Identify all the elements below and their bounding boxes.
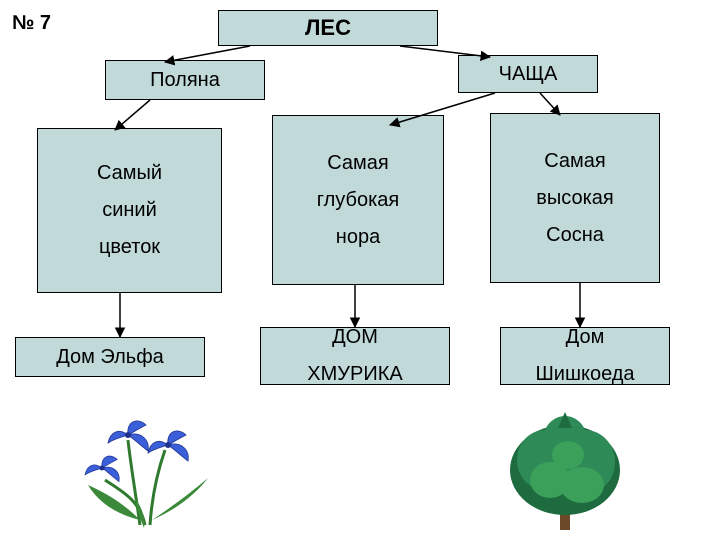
- page-number-label: № 7: [12, 12, 51, 35]
- node-chascha: ЧАЩА: [458, 55, 598, 93]
- node-sosna-line: высокая: [536, 187, 614, 210]
- node-nora: Самая глубокая нора: [272, 115, 444, 285]
- node-sosna: Самая высокая Сосна: [490, 113, 660, 283]
- node-hmurik-line: ХМУРИКА: [307, 363, 402, 386]
- node-polyana: Поляна: [105, 60, 265, 100]
- edge-arrow: [540, 93, 560, 115]
- node-hmurik-line: ДОМ: [332, 326, 378, 349]
- tree-icon: [490, 400, 640, 535]
- node-shish-line: Шишкоеда: [535, 363, 634, 386]
- node-flower-line: цветок: [99, 236, 160, 259]
- node-nora-line: Самая: [327, 152, 389, 175]
- flowers-icon: [80, 400, 220, 530]
- node-elf-line: Дом Эльфа: [56, 346, 164, 369]
- node-hmurik: ДОМ ХМУРИКА: [260, 327, 450, 385]
- node-root: ЛЕС: [218, 10, 438, 46]
- node-elf: Дом Эльфа: [15, 337, 205, 377]
- node-sosna-line: Самая: [544, 150, 606, 173]
- node-nora-line: нора: [336, 226, 380, 249]
- node-flower: Самый синий цветок: [37, 128, 222, 293]
- node-shish-line: Дом: [566, 326, 605, 349]
- edge-arrow: [115, 100, 150, 130]
- node-shish: Дом Шишкоеда: [500, 327, 670, 385]
- node-flower-line: синий: [102, 199, 157, 222]
- node-chascha-line: ЧАЩА: [499, 63, 558, 86]
- node-polyana-line: Поляна: [150, 69, 220, 92]
- node-nora-line: глубокая: [317, 189, 399, 212]
- node-sosna-line: Сосна: [546, 224, 604, 247]
- node-flower-line: Самый: [97, 162, 162, 185]
- node-root-line: ЛЕС: [305, 15, 351, 41]
